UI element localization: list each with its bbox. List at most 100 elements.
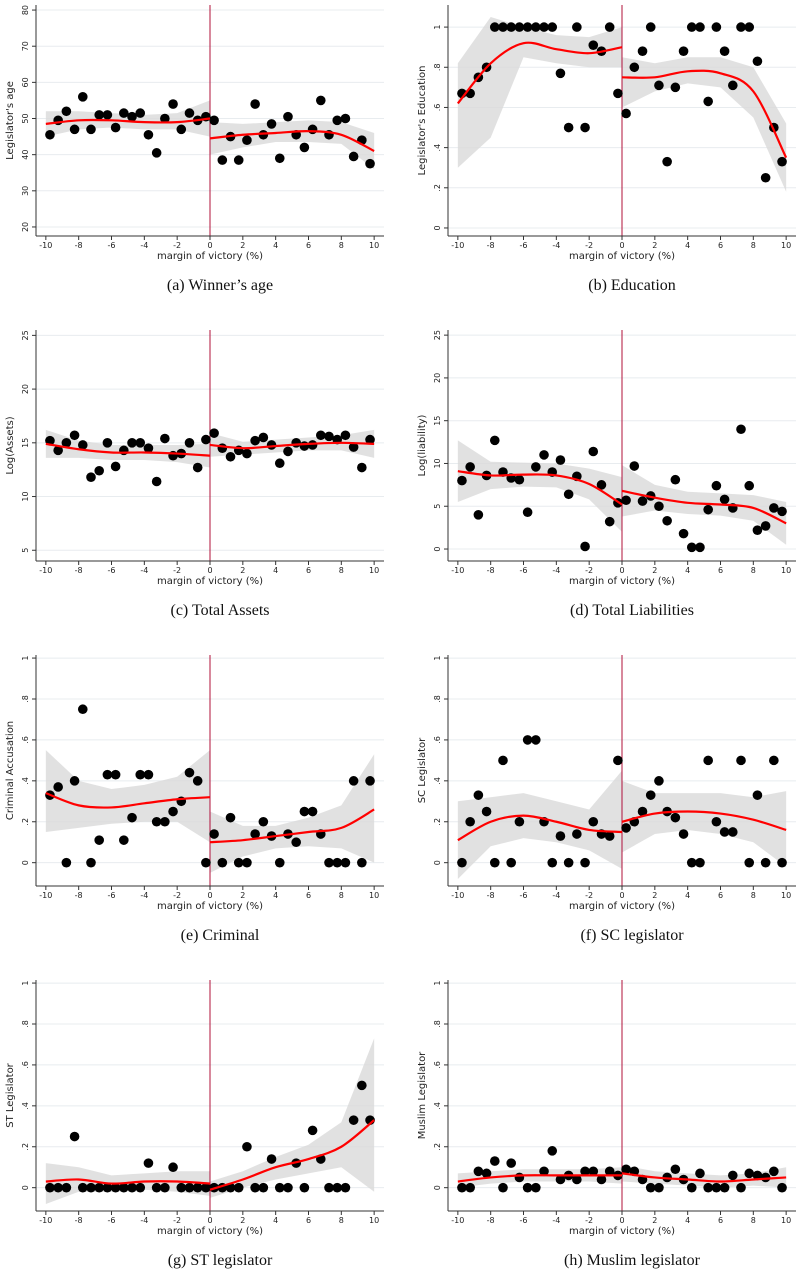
y-tick-label: .4 <box>433 1102 442 1110</box>
data-point <box>242 135 252 146</box>
panel: 0 .2 .4 .6 .8 1 -10 -8 -6 -4 -2 0 2 4 6 8 10 margin of vi… <box>417 980 796 1269</box>
data-point <box>613 88 623 99</box>
y-axis-label: Criminal Accusation <box>5 721 16 820</box>
y-tick-label: .4 <box>433 777 442 785</box>
data-point <box>324 857 334 868</box>
data-point <box>744 1168 755 1179</box>
data-point <box>209 115 219 126</box>
confidence-band <box>457 17 622 168</box>
data-point <box>637 46 648 56</box>
data-point <box>621 1164 631 1175</box>
data-point <box>547 1146 558 1156</box>
data-point <box>703 504 713 515</box>
x-tick-label: -10 <box>39 1216 52 1225</box>
panel: 5 10 15 20 25 -10 -8 -6 -4 -2 0 2 4 6 8 10 margin of vic… <box>5 330 384 619</box>
data-point <box>119 108 129 118</box>
x-tick-label: 8 <box>751 566 756 575</box>
fit-line <box>45 441 375 457</box>
data-point <box>613 755 623 766</box>
x-tick-label: 8 <box>339 241 344 250</box>
y-tick-label: .6 <box>433 1061 442 1069</box>
data-point <box>728 80 738 91</box>
y-tick-label: .4 <box>21 777 30 785</box>
data-point <box>498 1182 508 1193</box>
data-point <box>324 431 334 442</box>
data-point <box>365 158 375 169</box>
x-tick-label: 8 <box>339 891 344 900</box>
data-point <box>621 823 631 833</box>
data-point <box>498 22 508 32</box>
data-point <box>711 816 722 827</box>
y-axis-label: Muslim Legislator <box>417 1051 428 1139</box>
y-tick-label: 30 <box>21 186 30 196</box>
x-tick-label: -10 <box>451 241 464 250</box>
x-tick-label: -2 <box>585 891 593 900</box>
data-point <box>686 22 697 32</box>
data-point <box>340 113 351 124</box>
data-point <box>522 507 533 518</box>
x-tick-label: 10 <box>369 1216 379 1225</box>
data-point <box>102 110 113 120</box>
x-tick-label: -2 <box>585 241 593 250</box>
data-point <box>489 435 500 446</box>
data-point <box>752 1170 763 1181</box>
panel: 0 .2 .4 .6 .8 1 -10 -8 -6 -4 -2 0 2 4 6 8 10 margin of vi… <box>5 980 384 1269</box>
x-tick-label: 0 <box>619 1216 624 1225</box>
data-point <box>736 755 746 766</box>
data-point <box>473 1166 484 1177</box>
y-tick-label: 1 <box>433 981 442 986</box>
confidence-band <box>622 57 787 192</box>
data-point <box>522 1182 533 1193</box>
panel: 0 .2 .4 .6 .8 1 -10 -8 -6 -4 -2 0 2 4 6 8 10 margin of vi… <box>417 655 796 944</box>
data-point <box>555 831 566 841</box>
data-point <box>192 462 203 473</box>
y-tick-label: 1 <box>21 981 30 986</box>
data-point <box>53 1182 63 1193</box>
fit-line <box>456 41 788 159</box>
data-point <box>465 816 475 827</box>
confidence-band <box>622 1165 787 1188</box>
y-tick-label: .6 <box>21 736 30 744</box>
data-point <box>340 430 351 441</box>
data-point <box>719 46 730 56</box>
data-point <box>498 755 508 766</box>
data-point <box>481 1168 492 1179</box>
data-point <box>77 440 88 450</box>
data-point <box>348 151 359 162</box>
x-tick-label: 4 <box>685 566 690 575</box>
data-point <box>357 1080 367 1091</box>
data-point <box>686 1182 697 1193</box>
caption: (c) Total Assets <box>170 602 269 619</box>
data-point <box>736 424 746 435</box>
data-point <box>176 1182 187 1193</box>
y-tick-label: 20 <box>433 373 442 383</box>
x-tick-label: -10 <box>39 566 52 575</box>
data-point <box>637 806 648 817</box>
data-point <box>299 1182 310 1193</box>
data-point <box>233 155 244 165</box>
data-point <box>654 501 664 512</box>
data-point <box>654 776 664 786</box>
data-point <box>225 812 236 823</box>
data-point <box>299 142 310 153</box>
data-point <box>283 111 293 122</box>
data-point <box>777 1182 787 1193</box>
data-point <box>168 806 178 817</box>
data-point <box>127 1182 137 1193</box>
data-point <box>274 458 285 469</box>
data-point <box>514 1172 525 1183</box>
data-point <box>135 438 146 448</box>
x-tick-label: -6 <box>520 241 528 250</box>
data-point <box>127 812 137 823</box>
data-point <box>760 172 771 183</box>
data-point <box>217 443 228 453</box>
panel: 0 .2 .4 .6 .8 1 -10 -8 -6 -4 -2 0 2 4 6 8 10 margin of vi… <box>5 655 384 944</box>
data-point <box>769 503 779 513</box>
data-point <box>695 1168 705 1179</box>
x-axis-label: margin of victory (%) <box>157 576 263 587</box>
data-point <box>596 480 607 490</box>
caption: (e) Criminal <box>181 927 260 944</box>
data-point <box>61 857 72 868</box>
data-point <box>217 155 228 165</box>
